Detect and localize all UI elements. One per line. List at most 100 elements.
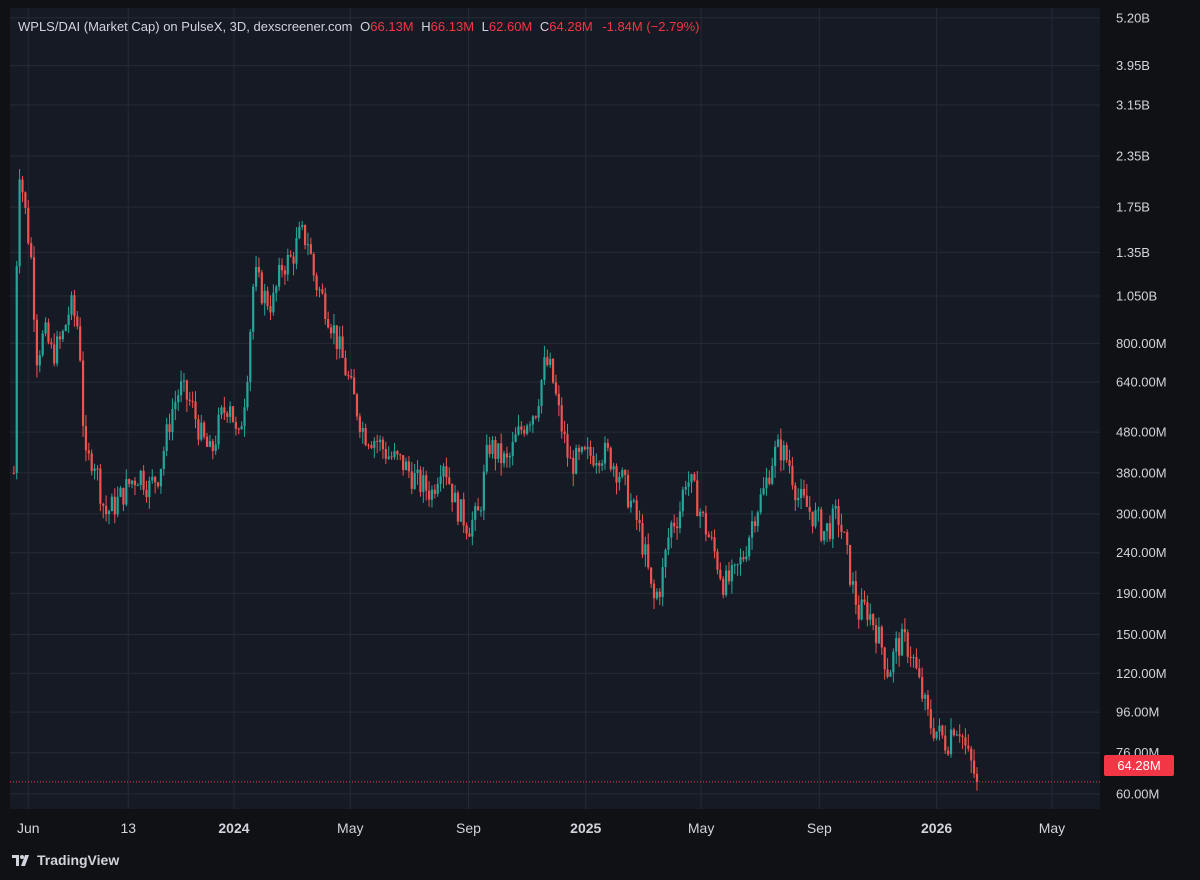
candle — [811, 511, 814, 534]
candle-body — [713, 537, 716, 552]
candle-body — [159, 468, 163, 487]
candle-body — [837, 505, 840, 525]
candle-body — [142, 470, 145, 490]
candle — [794, 482, 797, 511]
candle — [459, 499, 462, 522]
candle — [900, 623, 904, 656]
time-axis[interactable]: Jun 13 2024 May Sep 2025 May Sep 2026 May — [17, 820, 1065, 836]
tradingview-logo[interactable]: TradingView — [12, 852, 119, 868]
candle — [831, 504, 834, 549]
candle — [179, 370, 183, 403]
candle — [791, 457, 794, 490]
candle — [136, 483, 139, 487]
candle-body — [485, 444, 488, 472]
price-axis[interactable]: 5.20B 3.95B 3.15B 2.35B 1.75B 1.35B 1.050B 800.… — [1116, 10, 1167, 801]
candle-body — [378, 439, 382, 442]
candle-body — [650, 567, 653, 584]
candle — [381, 436, 385, 459]
candle-body — [831, 508, 834, 540]
candle-body — [168, 424, 171, 432]
candle-body — [972, 760, 976, 774]
candle — [511, 431, 514, 466]
candle-body — [491, 440, 494, 454]
candle — [477, 497, 480, 511]
candle — [84, 415, 88, 462]
candle-body — [497, 443, 500, 459]
candle-body — [794, 485, 797, 501]
candle-body — [249, 331, 252, 383]
candle — [422, 467, 425, 503]
candle — [592, 447, 595, 468]
candle — [283, 265, 287, 285]
candle — [572, 450, 575, 487]
candle — [303, 224, 307, 250]
candle-body — [621, 470, 624, 477]
candle — [903, 618, 906, 642]
candle — [681, 486, 684, 517]
candle — [32, 246, 36, 332]
candle — [776, 434, 780, 448]
candle-body — [618, 476, 621, 483]
candle — [70, 291, 73, 321]
candle-body — [234, 422, 237, 429]
candle-body — [303, 224, 307, 245]
candle — [396, 449, 399, 460]
candle-body — [684, 486, 687, 490]
candle — [696, 470, 699, 517]
candle-body — [237, 428, 240, 430]
candle-body — [35, 319, 39, 366]
candle — [745, 546, 748, 563]
candle — [526, 423, 529, 436]
candle — [502, 450, 506, 468]
candle — [704, 505, 708, 542]
candle-body — [298, 226, 301, 239]
candle — [843, 531, 846, 533]
candle-body — [301, 224, 304, 227]
candle-body — [381, 439, 385, 450]
change-value: -1.84M (−2.79%) — [602, 19, 700, 34]
candle — [128, 478, 131, 488]
candle — [534, 415, 537, 420]
candle — [883, 646, 886, 680]
candle — [168, 413, 171, 441]
candle — [652, 579, 656, 610]
candle — [935, 731, 938, 741]
candle-body — [459, 499, 462, 522]
candle — [50, 338, 53, 349]
candle — [788, 449, 791, 474]
candle-body — [205, 436, 209, 447]
candle — [551, 358, 555, 384]
candle-body — [909, 656, 912, 658]
candle — [967, 734, 970, 752]
candle-body — [197, 419, 200, 440]
candle-body — [133, 480, 137, 486]
candle-body — [67, 314, 70, 326]
candle — [972, 749, 976, 778]
candle-body — [938, 725, 941, 732]
candle — [595, 453, 598, 474]
candle — [18, 169, 21, 274]
candle — [376, 434, 379, 454]
candle-body — [655, 591, 658, 599]
candle — [338, 326, 341, 359]
candle-body — [27, 207, 30, 244]
candle-body — [353, 377, 356, 395]
candle-body — [967, 745, 970, 749]
candle-body — [569, 457, 572, 459]
candle — [289, 250, 292, 258]
candle — [214, 435, 217, 455]
candle — [540, 379, 543, 414]
candle-body — [629, 500, 633, 508]
candle — [220, 405, 223, 419]
candle-body — [182, 380, 186, 382]
candle-body — [687, 482, 690, 487]
candle — [768, 470, 771, 486]
candle-body — [332, 325, 336, 334]
candle-body — [667, 537, 670, 550]
candle-body — [514, 434, 517, 442]
candle — [834, 499, 837, 520]
candle-body — [203, 422, 206, 437]
candle — [301, 220, 304, 230]
candle-body — [407, 461, 410, 472]
